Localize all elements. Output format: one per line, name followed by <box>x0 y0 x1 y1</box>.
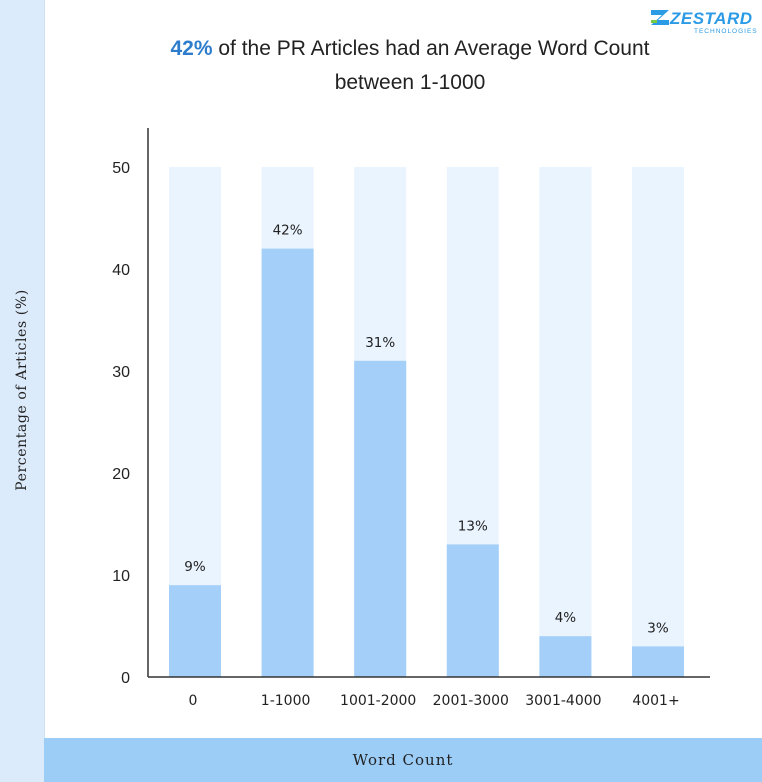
y-tick-label: 20 <box>112 466 130 483</box>
title-line1: of the PR Articles had an Average Word C… <box>212 37 650 60</box>
chart-title: 42% of the PR Articles had an Average Wo… <box>60 32 760 100</box>
data-label: 31% <box>365 335 395 351</box>
data-label: 3% <box>647 620 669 636</box>
x-axis-title: Word Count <box>352 751 454 769</box>
category-label: 3001-4000 <box>525 693 601 709</box>
category-label: 0 <box>189 693 198 709</box>
bar-3001-4000 <box>539 636 592 677</box>
bar-1-1000 <box>261 248 314 677</box>
data-label: 42% <box>273 223 303 239</box>
y-tick-label: 10 <box>112 568 130 585</box>
x-axis-label-band <box>44 738 762 782</box>
bar-background <box>632 167 684 677</box>
category-label: 4001+ <box>632 693 679 709</box>
bar-0 <box>169 585 221 677</box>
category-label: 2001-3000 <box>433 693 509 709</box>
y-axis-label-band <box>0 0 45 782</box>
data-label: 13% <box>458 518 488 534</box>
title-line2: between 1-1000 <box>334 71 486 94</box>
bar-2001-3000 <box>446 544 499 677</box>
bar-1001-2000 <box>354 360 407 677</box>
bar-4001+ <box>632 646 684 677</box>
bar-background <box>539 167 592 677</box>
category-label: 1-1000 <box>261 693 311 709</box>
y-tick-label: 30 <box>112 364 130 381</box>
logo-mark-icon <box>651 10 669 25</box>
y-tick-label: 50 <box>112 160 130 177</box>
logo-wordmark: ZESTARD <box>670 9 753 28</box>
data-label: 4% <box>555 610 577 626</box>
data-label: 9% <box>184 559 206 575</box>
y-tick-label: 0 <box>121 670 130 687</box>
title-highlight: 42% <box>170 37 213 60</box>
category-label: 1001-2000 <box>340 693 416 709</box>
logo-tagline: TECHNOLOGIES <box>694 28 758 35</box>
y-tick-label: 40 <box>112 262 130 279</box>
zestard-logo: ZESTARD TECHNOLOGIES <box>648 8 758 40</box>
